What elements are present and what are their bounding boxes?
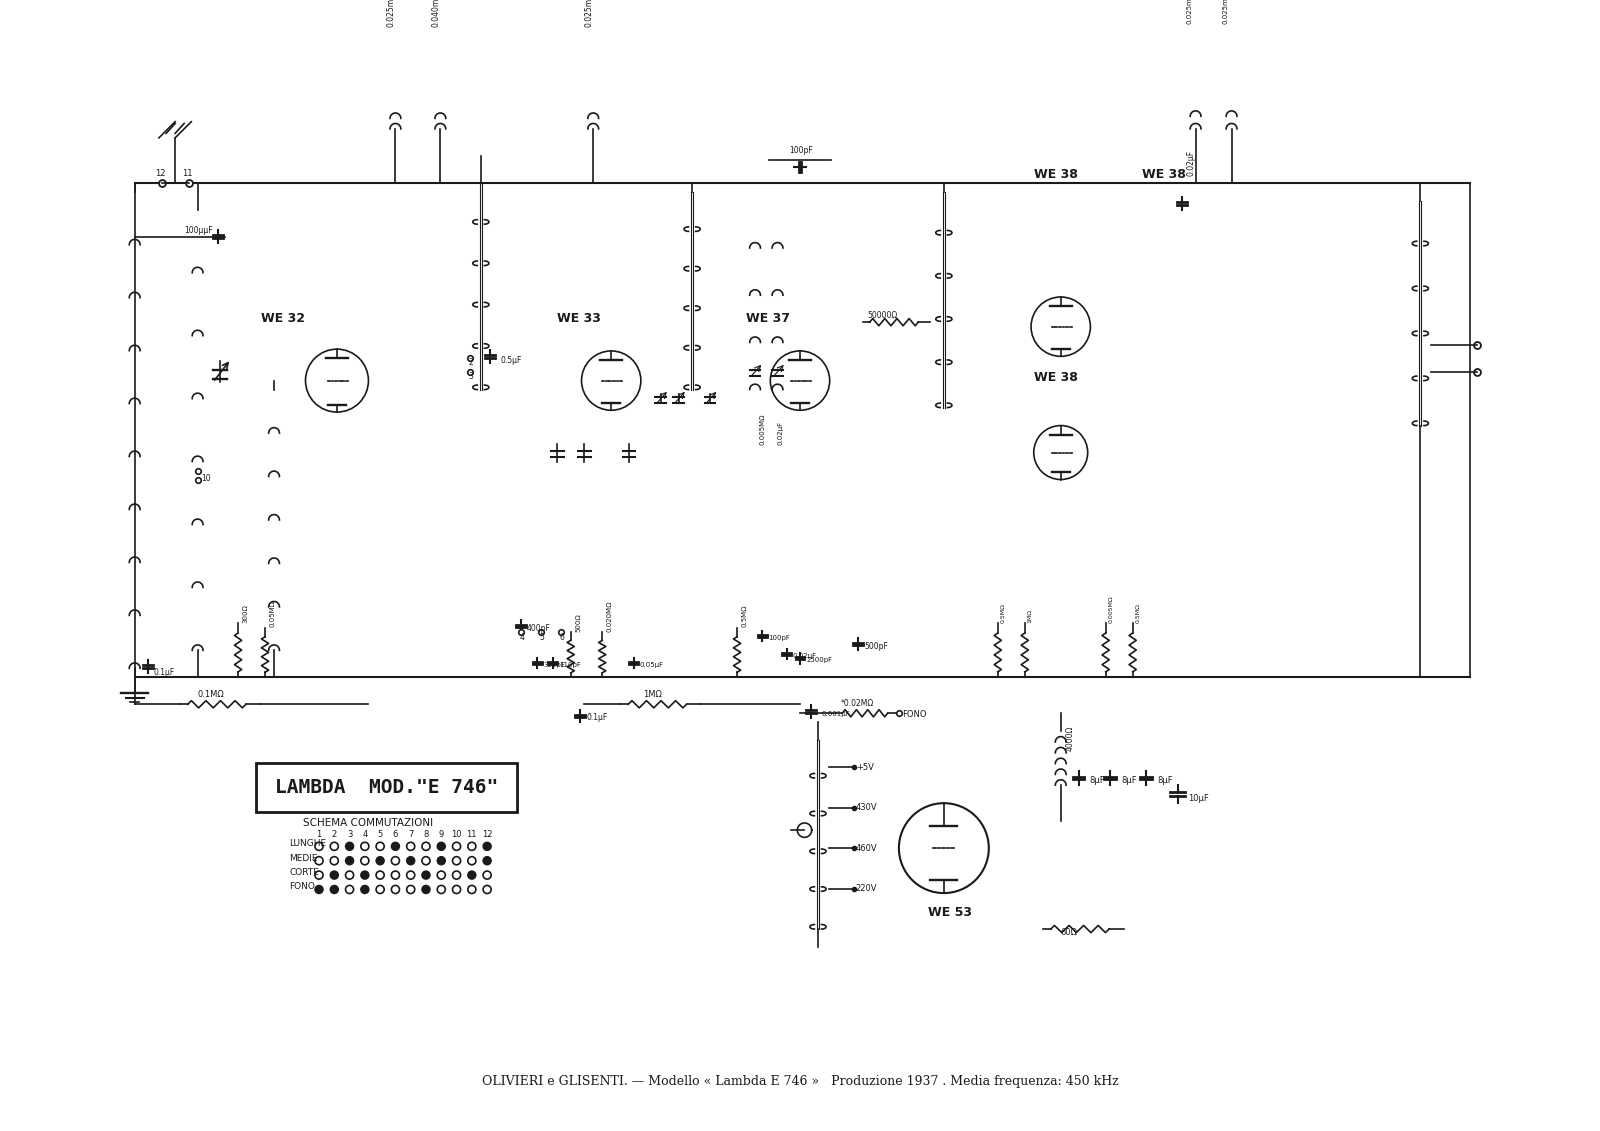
Text: 60Ω: 60Ω	[1061, 929, 1078, 938]
Text: 2: 2	[331, 830, 338, 839]
Text: 0.5µF: 0.5µF	[501, 355, 522, 364]
Circle shape	[362, 886, 370, 893]
Text: 4: 4	[520, 632, 525, 641]
Text: 0.005MΩ: 0.005MΩ	[760, 413, 765, 444]
Text: 6: 6	[558, 632, 563, 641]
Text: 0.025mΩ: 0.025mΩ	[1222, 0, 1229, 24]
Text: 0.1µF: 0.1µF	[586, 714, 608, 723]
Circle shape	[437, 856, 445, 865]
Text: 500Ω: 500Ω	[576, 613, 581, 631]
Text: 6: 6	[392, 830, 398, 839]
Text: WE 32: WE 32	[261, 312, 304, 326]
Circle shape	[346, 856, 354, 865]
Text: 0.040mΩ: 0.040mΩ	[432, 0, 440, 27]
Text: WE 37: WE 37	[746, 312, 790, 326]
Text: 5: 5	[539, 632, 544, 641]
Text: 0.5MΩ: 0.5MΩ	[1136, 603, 1141, 622]
Circle shape	[330, 886, 338, 893]
Text: 12: 12	[482, 830, 493, 839]
Text: FONO: FONO	[290, 882, 315, 891]
Text: 100pF: 100pF	[768, 634, 790, 640]
Text: 1: 1	[317, 830, 322, 839]
Text: WE 33: WE 33	[557, 312, 602, 326]
Text: 8: 8	[424, 830, 429, 839]
Circle shape	[362, 871, 370, 879]
Circle shape	[483, 856, 491, 865]
Bar	[256, 762, 517, 812]
Circle shape	[422, 871, 430, 879]
Text: 8µF: 8µF	[1157, 776, 1173, 785]
Text: 300Ω: 300Ω	[243, 604, 248, 622]
Text: 0.025mΩ: 0.025mΩ	[1187, 0, 1192, 24]
Circle shape	[437, 843, 445, 851]
Text: 0.1µF: 0.1µF	[154, 668, 174, 677]
Text: *0.02MΩ: *0.02MΩ	[840, 699, 874, 708]
Text: 320pF: 320pF	[544, 662, 565, 667]
Text: OLIVIERI e GLISENTI. — Modello « Lambda E 746 »   Produzione 1937 . Media freque: OLIVIERI e GLISENTI. — Modello « Lambda …	[482, 1076, 1118, 1088]
Text: 4: 4	[362, 830, 368, 839]
Text: LUNGHE: LUNGHE	[290, 839, 326, 848]
Text: 2500pF: 2500pF	[806, 657, 832, 663]
Circle shape	[467, 871, 475, 879]
Text: 500pF: 500pF	[864, 641, 888, 650]
Circle shape	[346, 843, 354, 851]
Text: 0.5MΩ: 0.5MΩ	[1000, 603, 1005, 622]
Text: 3: 3	[469, 372, 474, 381]
Text: 400pF: 400pF	[526, 623, 550, 632]
Text: 110pF: 110pF	[558, 662, 581, 667]
Text: 12: 12	[155, 169, 166, 178]
Text: 0.025mΩ: 0.025mΩ	[387, 0, 395, 27]
Text: WE 38: WE 38	[1034, 371, 1078, 383]
Text: LAMBDA  MOD."E 746": LAMBDA MOD."E 746"	[275, 778, 498, 797]
Text: 0.05MΩ: 0.05MΩ	[269, 601, 275, 627]
Text: CORTE: CORTE	[290, 869, 320, 878]
Text: WE 38: WE 38	[1142, 169, 1186, 181]
Text: 10: 10	[202, 474, 211, 483]
Circle shape	[406, 856, 414, 865]
Circle shape	[483, 843, 491, 851]
Text: 0.05µF: 0.05µF	[640, 662, 664, 667]
Text: 50000Ω: 50000Ω	[867, 311, 898, 320]
Text: 7: 7	[408, 830, 413, 839]
Text: 220V: 220V	[856, 884, 877, 893]
Text: 9: 9	[438, 830, 443, 839]
Circle shape	[315, 886, 323, 893]
Text: 0.025mΩ: 0.025mΩ	[584, 0, 594, 27]
Text: 5: 5	[378, 830, 382, 839]
Text: 0.02µF: 0.02µF	[778, 421, 784, 444]
Text: 1MΩ: 1MΩ	[643, 690, 661, 699]
Text: WE 38: WE 38	[1034, 169, 1078, 181]
Text: 4000Ω: 4000Ω	[1066, 726, 1074, 751]
Text: 0.005MΩ: 0.005MΩ	[1109, 595, 1114, 622]
Text: 460V: 460V	[856, 844, 877, 853]
Text: 0.001µF: 0.001µF	[821, 711, 850, 717]
Text: MEDIE: MEDIE	[290, 854, 318, 863]
Text: WE 53: WE 53	[928, 906, 971, 918]
Text: 2: 2	[469, 359, 474, 368]
Text: 11: 11	[182, 169, 194, 178]
Text: 0.5MΩ: 0.5MΩ	[741, 605, 747, 627]
Text: SCHEMA COMMUTAZIONI: SCHEMA COMMUTAZIONI	[304, 818, 434, 828]
Text: 3: 3	[347, 830, 352, 839]
Text: 10: 10	[451, 830, 462, 839]
Text: 11: 11	[467, 830, 477, 839]
Text: 100pF: 100pF	[789, 146, 813, 155]
Text: 100µµF: 100µµF	[184, 226, 213, 235]
Text: FONO: FONO	[902, 710, 926, 719]
Text: 8µF: 8µF	[1122, 776, 1136, 785]
Circle shape	[392, 843, 400, 851]
Circle shape	[330, 871, 338, 879]
Circle shape	[422, 886, 430, 893]
Text: 430V: 430V	[856, 803, 877, 812]
Text: 0.02µF: 0.02µF	[1187, 149, 1195, 175]
Text: 8µF: 8µF	[1090, 776, 1106, 785]
Text: 0.020MΩ: 0.020MΩ	[606, 601, 613, 631]
Text: 0.02µF: 0.02µF	[794, 653, 818, 658]
Text: 10µF: 10µF	[1189, 794, 1210, 803]
Circle shape	[376, 856, 384, 865]
Text: 1MΩ: 1MΩ	[1027, 608, 1032, 622]
Text: +5V: +5V	[856, 763, 874, 771]
Text: 0.1MΩ: 0.1MΩ	[198, 690, 224, 699]
